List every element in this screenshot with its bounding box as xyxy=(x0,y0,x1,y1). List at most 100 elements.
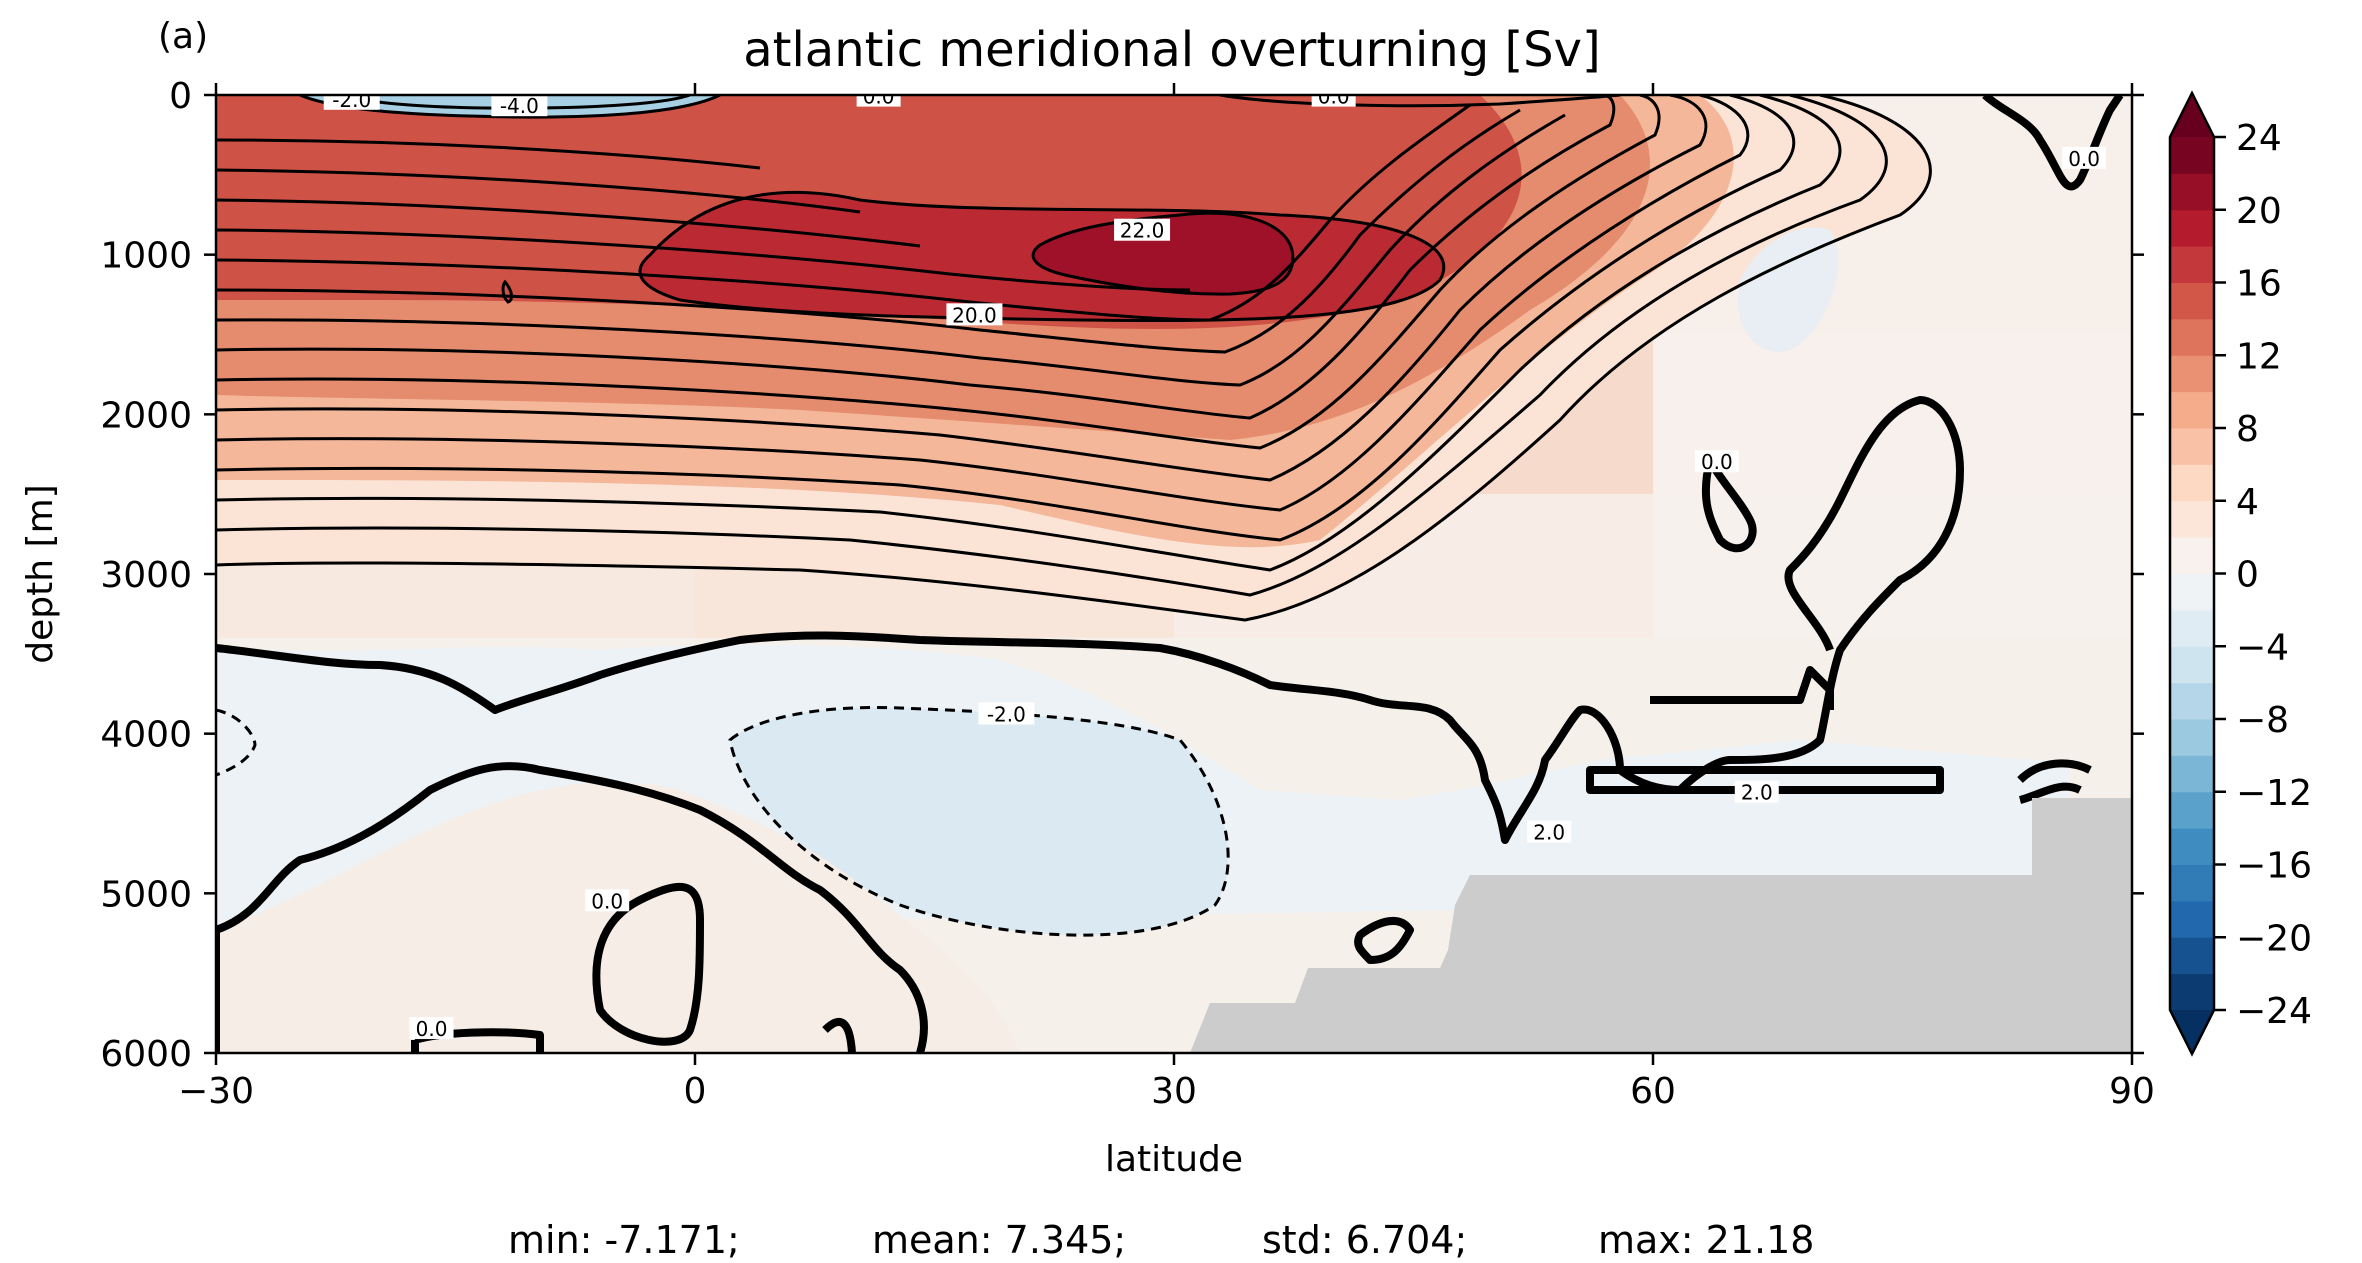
colorbar-band xyxy=(2170,973,2214,1011)
contour-label-bg xyxy=(585,889,630,912)
chart-title: atlantic meridional overturning [Sv] xyxy=(743,22,1601,78)
contour-label-bg xyxy=(1694,450,1739,473)
colorbar-band xyxy=(2170,864,2214,902)
colorbar-band xyxy=(2170,791,2214,829)
contour-line xyxy=(216,95,1888,597)
colorbar-tick-label: −12 xyxy=(2236,773,2312,814)
contour-line xyxy=(216,95,1661,450)
contour-label: 0.0 xyxy=(2068,147,2100,171)
contour-line xyxy=(216,168,861,214)
y-tick-label: 5000 xyxy=(100,874,192,915)
zero-contour-loop xyxy=(1354,917,1414,964)
colorbar-band xyxy=(2170,464,2214,502)
zero-contour-loop xyxy=(1701,456,1757,553)
contour-line xyxy=(216,228,1191,292)
y-tick-label: 1000 xyxy=(100,236,192,277)
colorbar-tick-label: 16 xyxy=(2236,264,2282,305)
y-axis: 0 1000 2000 3000 4000 5000 6000 xyxy=(100,76,2144,1075)
colorbar-tick-label: 8 xyxy=(2236,409,2259,450)
colorbar-tick-label: 0 xyxy=(2236,555,2259,596)
panel-label: (a) xyxy=(158,16,208,57)
y-axis-label: depth [m] xyxy=(20,484,61,663)
colorbar-tick-label: −8 xyxy=(2236,700,2289,741)
contour-line xyxy=(216,95,1616,420)
contour-label-bg xyxy=(1114,218,1171,241)
contour-label: 0.0 xyxy=(1318,85,1350,109)
negative-contours xyxy=(216,706,1230,937)
contour-line xyxy=(216,95,1708,482)
contour-line-22 xyxy=(1031,211,1295,296)
colorbar-band xyxy=(2170,537,2214,574)
zero-contours xyxy=(216,95,2124,1053)
contour-label-bg xyxy=(978,702,1035,725)
contour-line xyxy=(216,138,761,170)
x-axis: −30 0 30 60 90 xyxy=(178,83,2155,1112)
colorbar-tick-label: −4 xyxy=(2236,627,2289,668)
colorbar-band xyxy=(2170,246,2214,283)
contour-minus-2-edge xyxy=(216,708,257,777)
zero-contour-north xyxy=(1982,95,2124,191)
land-mask xyxy=(1190,798,2132,1053)
zero-contour-plateau xyxy=(1650,666,1834,710)
colorbar-extend-min xyxy=(2170,1010,2214,1054)
contour-label-bg xyxy=(946,303,1003,326)
contour-line-20 xyxy=(638,190,1446,323)
colorbar-band xyxy=(2170,828,2214,865)
colorbar-band xyxy=(2170,609,2214,647)
contour-label-bg xyxy=(323,95,380,110)
zero-contour-main xyxy=(216,396,1964,844)
contour-label: 0.0 xyxy=(591,889,623,913)
colorbar-tick-label: 24 xyxy=(2236,118,2282,159)
data-cell xyxy=(1653,494,2132,638)
contour-line xyxy=(216,113,1566,387)
colorbar-band xyxy=(2170,500,2214,538)
colorbar-band xyxy=(2170,682,2214,720)
colorbar-band xyxy=(2170,282,2214,320)
y-tick-label: 3000 xyxy=(100,555,192,596)
contour-label-bg xyxy=(856,95,901,107)
colorbar-tick-label: −24 xyxy=(2236,991,2312,1032)
x-tick-label: 60 xyxy=(1630,1071,1676,1112)
contour-label-bg xyxy=(1527,820,1572,843)
stat-std: std: 6.704; xyxy=(1262,1218,1467,1262)
contour-label: -4.0 xyxy=(500,94,539,118)
contour-line xyxy=(216,198,921,248)
colorbar-tick-label: 4 xyxy=(2236,482,2259,523)
contour-label-bg xyxy=(2062,146,2107,169)
contour-line xyxy=(501,279,514,304)
y-tick-label: 2000 xyxy=(100,395,192,436)
colorbar-band xyxy=(2170,355,2214,393)
stats-line: min: -7.171; mean: 7.345; std: 6.704; ma… xyxy=(508,1218,1814,1262)
colorbar-tick-label: −16 xyxy=(2236,846,2312,887)
zero-contour-island xyxy=(592,883,704,1046)
zero-contour-shelf xyxy=(2017,759,2092,804)
contour-line xyxy=(216,95,1796,542)
contour-label: 2.0 xyxy=(1741,781,1773,805)
colorbar-band xyxy=(2170,173,2214,211)
stat-max: max: 21.18 xyxy=(1598,1218,1814,1262)
colorbar-band xyxy=(2170,318,2214,356)
contour-label: -2.0 xyxy=(332,88,371,112)
x-tick-label: 30 xyxy=(1151,1071,1197,1112)
colorbar-band xyxy=(2170,573,2214,611)
contour-label: 0.0 xyxy=(1701,450,1733,474)
y-tick-label: 4000 xyxy=(100,715,192,756)
contour-label: 0.0 xyxy=(863,85,895,109)
contour-label: 2.0 xyxy=(1533,821,1565,845)
north-negative-cell xyxy=(1738,227,1838,352)
contour-label-bg xyxy=(1734,780,1779,803)
y-tick-label: 6000 xyxy=(100,1034,192,1075)
contour-line xyxy=(216,95,1842,572)
zero-contour-bar xyxy=(1586,766,1944,794)
colorbar-band xyxy=(2170,646,2214,684)
contour-labels: -2.0 -4.0 0.0 0.0 22.0 20.0 0.0 0.0 -2.0 2.0 2.0 0.… xyxy=(323,85,2107,1041)
contour-lines xyxy=(216,95,1932,622)
zero-contour-deep xyxy=(216,762,928,1053)
contour-label: 0.0 xyxy=(416,1017,448,1041)
colorbar-tick-label: −20 xyxy=(2236,918,2312,959)
x-tick-label: 90 xyxy=(2109,1071,2155,1112)
contour-line xyxy=(216,103,1471,322)
contour-line xyxy=(216,108,1521,354)
x-tick-label: −30 xyxy=(178,1071,254,1112)
